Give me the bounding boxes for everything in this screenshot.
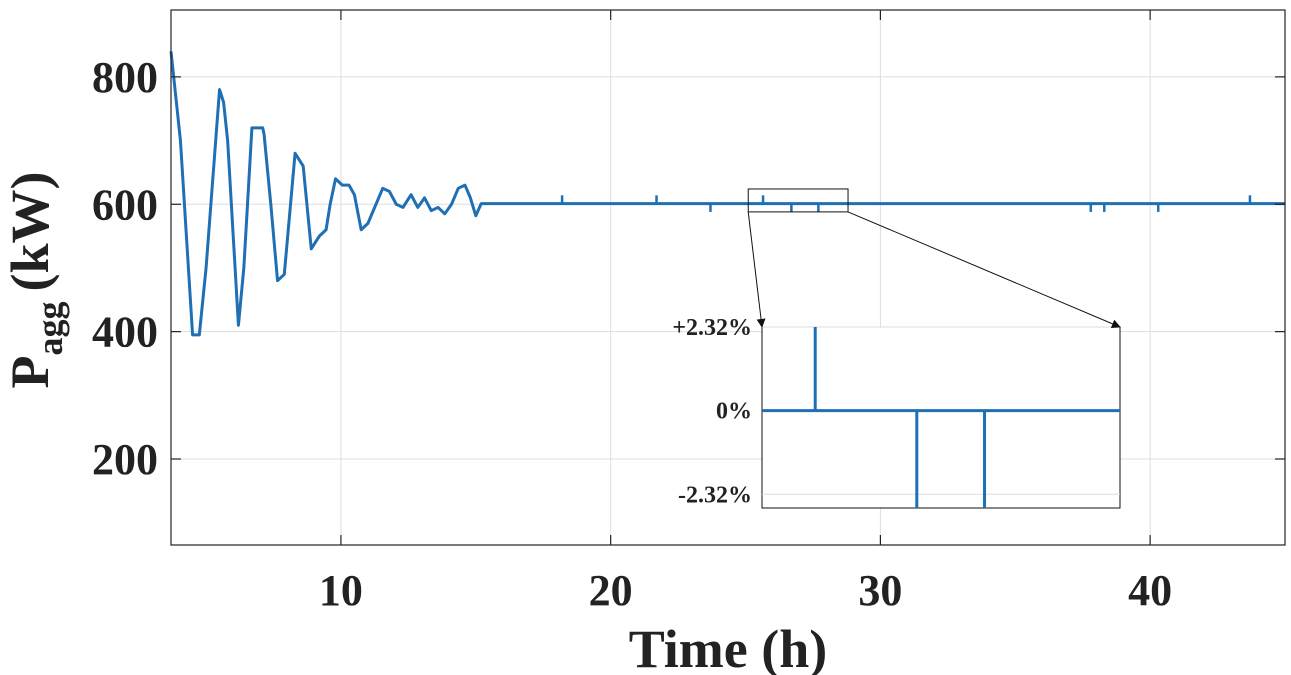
y-axis-title: Pagg (kW): [0, 172, 70, 389]
series-layer: [169, 51, 1285, 337]
zoom-connector-right: [847, 211, 1121, 328]
x-tick-label: 40: [1128, 566, 1172, 615]
inset-tick-label: +2.32%: [672, 315, 752, 341]
inset-tick-label: -2.32%: [678, 482, 752, 508]
y-tick-label: 800: [92, 53, 158, 102]
plot-frame: [170, 9, 1286, 546]
zoom-source-box: [747, 188, 849, 213]
y-tick-label: 400: [92, 308, 158, 357]
y-axis-subscript: agg: [30, 302, 70, 356]
y-tick-label: 200: [92, 435, 158, 484]
y-tick-label: 600: [92, 180, 158, 229]
y-axis-unit: (kW): [0, 172, 60, 292]
x-tick-label: 30: [858, 566, 902, 615]
zoom-connector-left: [747, 211, 766, 328]
x-tick-label: 10: [319, 566, 363, 615]
x-tick-label: 20: [589, 566, 633, 615]
x-axis-title: Time (h): [629, 619, 828, 675]
series-line-P_agg: [169, 51, 1285, 337]
y-axis-symbol: P: [0, 356, 60, 389]
inset-tick-label: 0%: [716, 399, 752, 425]
zoom-inset-box: [761, 326, 1121, 509]
axis-ticks: 10 20 30 40 200 400 600 800: [92, 10, 1285, 615]
zoom-inset: +2.32% 0% -2.32%: [672, 188, 1121, 509]
